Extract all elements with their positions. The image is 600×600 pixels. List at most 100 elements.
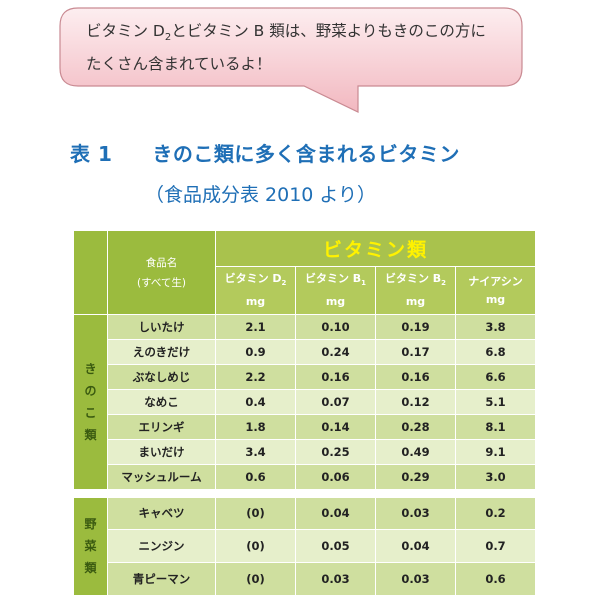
table-row: なめこ 0.4 0.07 0.12 5.1 <box>74 388 537 415</box>
food-name: ぶなしめじ <box>107 363 216 390</box>
column-header-name: ナイアシン <box>468 274 523 288</box>
table-row: えのきだけ 0.9 0.24 0.17 6.8 <box>74 338 537 365</box>
column-header-0: ビタミン D2 mg <box>215 266 296 315</box>
value-cell-2: 0.28 <box>375 413 456 440</box>
group-label-0: きのこ類 <box>73 314 108 490</box>
value-cell-2: 0.03 <box>375 496 456 531</box>
value-cell-0: (0) <box>215 496 296 531</box>
table-row: ニンジン (0) 0.05 0.04 0.7 <box>74 529 537 564</box>
table-number: 表 1 <box>70 142 113 166</box>
value-cell-3: 8.1 <box>454 413 537 440</box>
table-row: エリンギ 1.8 0.14 0.28 8.1 <box>74 413 537 440</box>
column-header-unit: mg <box>485 292 506 306</box>
value-cell-0: 1.8 <box>215 413 296 440</box>
value-cell-2: 0.12 <box>375 388 456 415</box>
bubble-line-2: たくさん含まれているよ！ <box>86 55 272 74</box>
value-cell-2: 0.04 <box>375 529 456 564</box>
header-row-columns: ビタミン D2 mg ビタミン B1 mg ビタミン B2 mg ナイアシン mg <box>74 266 537 315</box>
header-row-main: 食品名 (すべて生) ビタミン類 <box>73 230 537 315</box>
column-header-unit: mg <box>325 294 346 308</box>
value-cell-3: 0.6 <box>454 562 537 596</box>
table-row: まいだけ 3.4 0.25 0.49 9.1 <box>74 438 537 465</box>
table-row: 青ピーマン (0) 0.03 0.03 0.6 <box>74 562 537 596</box>
speech-bubble-text: ビタミン D2とビタミン B 類は、野菜よりもきのこの方に たくさん含まれている… <box>86 18 516 78</box>
food-name: マッシュルーム <box>107 463 216 490</box>
value-cell-1: 0.04 <box>295 496 376 531</box>
value-cell-0: 0.6 <box>215 463 296 490</box>
value-cell-0: 0.4 <box>215 388 296 415</box>
value-cell-3: 3.8 <box>454 314 537 340</box>
column-header-unit: mg <box>245 294 266 308</box>
value-cell-1: 0.03 <box>295 562 376 596</box>
food-name: キャベツ <box>107 496 216 531</box>
column-header-name: ビタミン D2 <box>224 272 287 288</box>
bubble-line-1: ビタミン D2とビタミン B 類は、野菜よりもきのこの方に <box>86 22 486 44</box>
table-row: きのこ類しいたけ 2.1 0.10 0.19 3.8 <box>73 314 537 490</box>
group-label-1: 野菜類 <box>73 496 108 597</box>
speech-bubble-shape <box>59 7 523 113</box>
value-cell-0: 3.4 <box>215 438 296 465</box>
value-cell-2: 0.19 <box>375 314 456 340</box>
value-cell-3: 9.1 <box>454 438 537 465</box>
column-header-1: ビタミン B1 mg <box>295 266 376 315</box>
value-cell-0: (0) <box>215 562 296 596</box>
value-cell-0: 2.1 <box>215 314 296 340</box>
value-cell-0: 0.9 <box>215 338 296 365</box>
value-cell-1: 0.06 <box>295 463 376 490</box>
column-header-subscript: 2 <box>281 279 287 288</box>
group-label-char: 類 <box>84 561 97 576</box>
value-cell-1: 0.07 <box>295 388 376 415</box>
header-group-corner <box>73 230 108 315</box>
column-header-unit: mg <box>405 294 426 308</box>
value-cell-2: 0.29 <box>375 463 456 490</box>
group-label-char: 菜 <box>84 539 97 554</box>
food-name: なめこ <box>107 388 216 415</box>
group-label-char: 野 <box>84 517 97 532</box>
column-header-3: ナイアシン mg <box>454 266 537 315</box>
value-cell-0: (0) <box>215 529 296 564</box>
header-food-name-line2: (すべて生) <box>136 276 187 289</box>
value-cell-3: 0.7 <box>454 529 537 564</box>
value-cell-2: 0.03 <box>375 562 456 596</box>
value-cell-3: 6.6 <box>454 363 537 390</box>
group-label-char: 類 <box>84 427 97 442</box>
column-header-subscript: 1 <box>361 279 367 288</box>
food-name: 青ピーマン <box>107 562 216 596</box>
food-name: しいたけ <box>107 314 216 340</box>
food-name: エリンギ <box>107 413 216 440</box>
column-header-subscript: 2 <box>441 279 447 288</box>
food-name: えのきだけ <box>107 338 216 365</box>
header-food-name-line1: 食品名 <box>145 256 178 269</box>
value-cell-1: 0.25 <box>295 438 376 465</box>
value-cell-3: 3.0 <box>454 463 537 490</box>
value-cell-1: 0.14 <box>295 413 376 440</box>
group-label-char: き <box>84 361 97 376</box>
table-row: マッシュルーム 0.6 0.06 0.29 3.0 <box>74 463 537 490</box>
table-row: 野菜類キャベツ (0) 0.04 0.03 0.2 <box>73 496 537 597</box>
value-cell-3: 5.1 <box>454 388 537 415</box>
table-title: 表 1 きのこ類に多く含まれるビタミン <box>70 138 550 167</box>
header-vitamin-group: ビタミン類 <box>214 230 537 267</box>
vitamin-table: 食品名 (すべて生) ビタミン類ビタミン D2 mg ビタミン B1 mg ビタミン B2 m… <box>73 230 537 597</box>
value-cell-3: 0.2 <box>454 496 537 531</box>
group-label-char: こ <box>84 405 97 420</box>
value-cell-3: 6.8 <box>454 338 537 365</box>
value-cell-1: 0.24 <box>295 338 376 365</box>
value-cell-0: 2.2 <box>215 363 296 390</box>
value-cell-2: 0.16 <box>375 363 456 390</box>
header-food-name: 食品名 (すべて生) <box>107 230 216 315</box>
value-cell-2: 0.49 <box>375 438 456 465</box>
table-row: ぶなしめじ 2.2 0.16 0.16 6.6 <box>74 363 537 390</box>
group-label-char: の <box>84 383 97 398</box>
food-name: まいだけ <box>107 438 216 465</box>
value-cell-1: 0.16 <box>295 363 376 390</box>
group-gap-cell <box>73 488 536 498</box>
table-title-text: きのこ類に多く含まれるビタミン <box>152 142 460 166</box>
value-cell-1: 0.10 <box>295 314 376 340</box>
column-header-name: ビタミン B1 <box>304 272 367 288</box>
table-source: （食品成分表 2010 より） <box>145 184 377 206</box>
value-cell-2: 0.17 <box>375 338 456 365</box>
value-cell-1: 0.05 <box>295 529 376 564</box>
column-header-name: ビタミン B2 <box>384 272 447 288</box>
column-header-2: ビタミン B2 mg <box>375 266 456 315</box>
